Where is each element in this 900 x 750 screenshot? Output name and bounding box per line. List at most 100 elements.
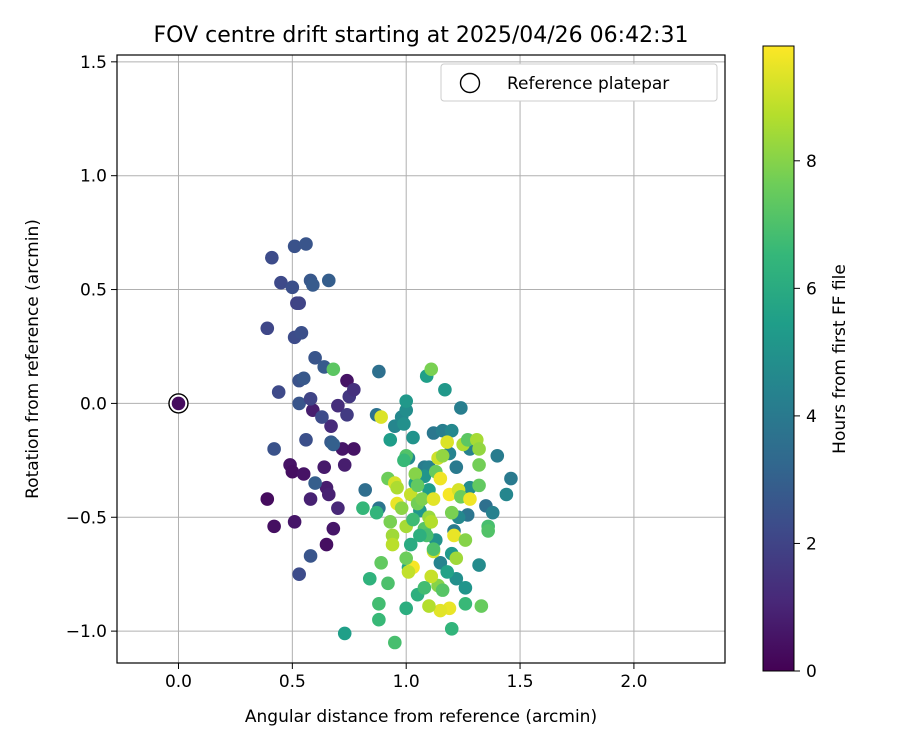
data-point <box>326 362 341 377</box>
data-point <box>317 460 332 474</box>
data-point <box>292 567 306 581</box>
colorbar-ticks: 0 2 4 6 8 <box>794 152 817 682</box>
data-point <box>358 483 373 497</box>
data-point <box>435 448 450 463</box>
x-axis-ticks: 0.0 0.5 1.0 1.5 2.0 <box>165 663 647 692</box>
data-point <box>372 612 386 627</box>
data-point <box>504 471 518 486</box>
data-point <box>303 392 318 406</box>
data-point <box>319 537 334 552</box>
reference-point <box>171 396 186 411</box>
chart-title: FOV centre drift starting at 2025/04/26 … <box>154 23 689 48</box>
data-point <box>267 442 281 456</box>
colorbar-tick-label: 4 <box>806 407 817 427</box>
x-axis-label: Angular distance from reference (arcmin) <box>245 707 597 727</box>
data-point <box>490 448 505 463</box>
data-point <box>413 528 427 543</box>
data-point <box>372 596 386 611</box>
data-point <box>285 280 300 295</box>
data-point <box>406 512 420 527</box>
data-point <box>369 505 384 520</box>
data-point <box>337 626 352 641</box>
data-point <box>347 382 361 397</box>
colorbar <box>762 45 795 672</box>
data-point <box>433 603 448 618</box>
data-point <box>299 433 313 447</box>
data-point <box>474 599 489 613</box>
data-point <box>390 480 404 495</box>
data-point <box>303 549 318 563</box>
grid <box>117 55 725 663</box>
data-point <box>287 515 302 529</box>
legend-box <box>440 63 718 102</box>
data-point <box>381 576 395 591</box>
data-point <box>383 433 398 447</box>
data-point <box>326 437 341 452</box>
data-point <box>274 275 288 290</box>
data-point <box>472 442 486 456</box>
data-point <box>321 273 336 288</box>
data-point <box>331 398 345 413</box>
data-point <box>472 458 486 472</box>
data-point <box>408 467 423 481</box>
data-point <box>388 635 402 650</box>
data-point <box>374 556 388 570</box>
x-tick-label: 2.0 <box>620 672 647 692</box>
data-point <box>444 423 459 438</box>
legend-marker <box>459 72 481 94</box>
data-point <box>308 476 322 490</box>
colorbar-tick-label: 6 <box>806 279 817 299</box>
data-point <box>321 487 336 502</box>
data-point <box>383 515 398 529</box>
data-point <box>426 492 441 506</box>
data-point <box>424 515 439 529</box>
y-axis-ticks: −1.0 −0.5 0.0 0.5 1.0 1.5 <box>66 53 117 642</box>
data-point <box>394 501 409 515</box>
data-point <box>265 250 279 265</box>
colorbar-label: Hours from first FF file <box>830 264 850 454</box>
legend-entry-reference-platepar: Reference platepar <box>507 74 669 94</box>
data-point <box>454 401 468 415</box>
x-tick-label: 1.0 <box>393 672 420 692</box>
data-point <box>337 458 352 472</box>
data-point <box>472 478 486 493</box>
data-point <box>444 622 459 636</box>
data-point <box>417 581 432 595</box>
data-point <box>292 296 306 311</box>
data-point <box>403 537 418 552</box>
data-point <box>347 442 361 456</box>
data-point <box>296 467 311 481</box>
data-point <box>397 453 411 468</box>
data-point <box>463 492 477 506</box>
y-axis-label: Rotation from reference (arcmin) <box>23 219 43 499</box>
legend: Reference platepar <box>440 63 718 102</box>
y-tick-label: −0.5 <box>66 508 107 528</box>
data-point <box>401 565 416 579</box>
data-point <box>374 410 388 424</box>
data-point <box>303 492 318 506</box>
data-point <box>499 487 514 502</box>
data-point <box>285 464 300 479</box>
data-point <box>444 505 459 520</box>
data-point <box>385 537 400 552</box>
data-point <box>449 551 464 566</box>
data-point <box>399 551 413 566</box>
data-point <box>422 599 436 613</box>
data-point <box>294 326 309 340</box>
data-point <box>458 596 473 611</box>
x-tick-label: 1.5 <box>507 672 534 692</box>
data-point <box>306 278 320 292</box>
data-point <box>362 571 377 586</box>
x-tick-label: 0.5 <box>279 672 306 692</box>
data-point <box>449 460 464 474</box>
data-point <box>308 351 322 365</box>
data-point <box>435 583 450 597</box>
data-point <box>399 601 413 616</box>
colorbar-tick-label: 2 <box>806 534 817 554</box>
data-point <box>458 581 473 595</box>
x-tick-label: 0.0 <box>165 672 192 692</box>
data-point <box>260 492 275 506</box>
data-point <box>267 519 281 534</box>
data-point <box>372 364 386 379</box>
